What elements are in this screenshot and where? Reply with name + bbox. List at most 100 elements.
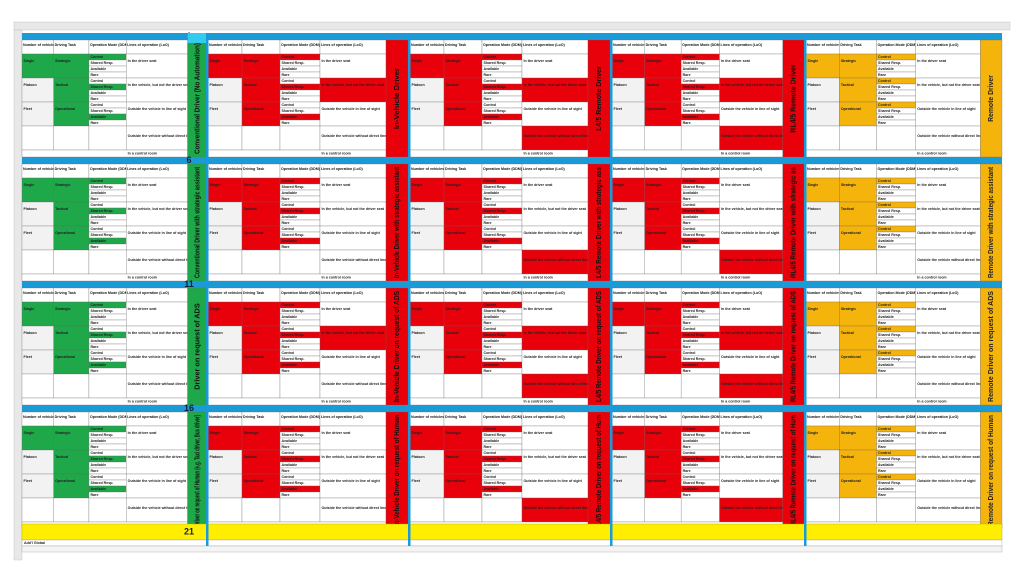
operation-mode: Control <box>683 303 696 307</box>
vehicle-count: Platoon <box>24 83 37 87</box>
line-of-operation: In a control room <box>917 399 946 403</box>
line-of-operation: Outside the vehicle without direct line … <box>917 382 996 386</box>
driving-task: Strategic <box>55 307 70 311</box>
line-of-operation: Outside the vehicle without direct line … <box>322 134 401 138</box>
driving-task: Strategic <box>55 183 70 187</box>
operation-mode: Available <box>878 315 894 319</box>
cell <box>839 77 877 103</box>
cell <box>611 497 645 523</box>
operation-mode: Shared Resp. <box>90 109 113 113</box>
operation-mode: Control <box>878 475 891 479</box>
cell <box>443 425 483 451</box>
cell <box>839 473 877 499</box>
cell <box>611 177 645 203</box>
operation-mode: Control <box>878 351 891 355</box>
cell <box>443 349 483 375</box>
line-of-operation: Outside the vehicle without direct line … <box>322 382 401 386</box>
cell <box>126 325 188 351</box>
operation-mode: Rare <box>90 197 98 201</box>
column-header: Number of vehicles <box>613 291 646 295</box>
operation-mode: Available <box>90 339 106 343</box>
group-separator <box>804 405 807 529</box>
cell <box>207 397 387 406</box>
operation-mode: Shared Resp. <box>878 209 901 213</box>
cell <box>915 77 981 103</box>
operation-mode: Available <box>683 487 699 491</box>
column-header: Driving Task <box>445 167 466 171</box>
operation-mode: Rare <box>90 73 98 77</box>
operation-mode: Available <box>90 239 106 243</box>
operation-mode: Available <box>878 363 894 367</box>
cell <box>443 449 483 475</box>
line-of-operation: Outside the vehicle in line of sight <box>721 107 780 111</box>
column-header: Operation Mode (DDM) <box>281 167 321 171</box>
line-of-operation: Outside the vehicle without direct line … <box>322 506 401 510</box>
operation-mode: Control <box>878 303 891 307</box>
cell <box>719 449 784 475</box>
line-of-operation: Outside the vehicle in line of sight <box>917 355 976 359</box>
cell <box>521 349 589 375</box>
operation-mode: Rare <box>484 469 492 473</box>
cell <box>409 201 445 227</box>
operation-mode: Control <box>484 451 497 455</box>
line-of-operation: Outside the vehicle in line of sight <box>322 355 381 359</box>
cell <box>241 177 281 203</box>
cell <box>644 425 682 451</box>
operation-mode: Shared Resp. <box>282 109 305 113</box>
cell <box>409 373 445 399</box>
cell <box>241 125 281 151</box>
driver-role-label: L4/5 Remote Driver on request of Hum <box>596 415 603 526</box>
driving-task: Tactical <box>244 207 257 211</box>
driver-role-label: Remote Driver with strategic assistant <box>988 166 995 278</box>
operation-mode: Shared Resp. <box>282 85 305 89</box>
cell <box>126 301 188 327</box>
cell <box>21 497 54 523</box>
vehicle-count: Fleet <box>808 231 817 235</box>
cell <box>805 325 840 351</box>
line-of-operation: In the driver seat <box>917 431 947 435</box>
cell <box>279 125 321 151</box>
vehicle-count: Fleet <box>412 107 421 111</box>
operation-mode: Rare <box>878 321 886 325</box>
cell <box>521 101 589 127</box>
column-header: Operation Mode (DDM) <box>682 415 722 419</box>
cell <box>319 177 387 203</box>
cell <box>443 101 483 127</box>
cell <box>443 373 483 399</box>
column-header: Number of vehicles <box>23 167 56 171</box>
driving-task: Strategic <box>446 307 461 311</box>
line-of-operation: In the driver seat <box>721 183 751 187</box>
driver-role-label: Remote Driver on request of ADS <box>988 291 995 402</box>
operation-mode: Control <box>90 55 103 59</box>
driving-task: Tactical <box>841 455 854 459</box>
cell <box>644 449 682 475</box>
driving-task: Operational <box>841 479 861 483</box>
cell <box>126 225 188 251</box>
line-of-operation: In the vehicle, but not the driver seat <box>524 207 587 211</box>
cell <box>207 473 243 499</box>
vehicle-count: Platoon <box>614 455 627 459</box>
vehicle-count: Fleet <box>412 479 421 483</box>
line-of-operation: Outside the vehicle in line of sight <box>128 231 187 235</box>
vehicle-count: Fleet <box>412 355 421 359</box>
band-number-cell <box>187 33 208 43</box>
operation-mode: Shared Resp. <box>878 333 901 337</box>
column-header: Number of vehicles <box>411 415 444 419</box>
cell <box>207 53 243 79</box>
column-header: Number of vehicles <box>209 291 242 295</box>
operation-mode: Shared Resp. <box>683 357 706 361</box>
column-header: Number of vehicles <box>411 167 444 171</box>
cell <box>207 273 387 282</box>
line-of-operation: In the driver seat <box>322 59 352 63</box>
column-header: Lines of operation (LoO) <box>523 43 566 47</box>
driving-task: Strategic <box>55 59 70 63</box>
line-of-operation: Outside the vehicle without direct line … <box>917 506 996 510</box>
operation-mode: Available <box>282 363 298 367</box>
column-header: Driving Task <box>445 415 466 419</box>
cell <box>521 53 589 79</box>
band-number: 11 <box>184 279 194 289</box>
operation-mode: Available <box>683 191 699 195</box>
line-of-operation: Outside the vehicle in line of sight <box>917 479 976 483</box>
operation-mode: Shared Resp. <box>878 61 901 65</box>
operation-mode: Rare <box>484 121 492 125</box>
